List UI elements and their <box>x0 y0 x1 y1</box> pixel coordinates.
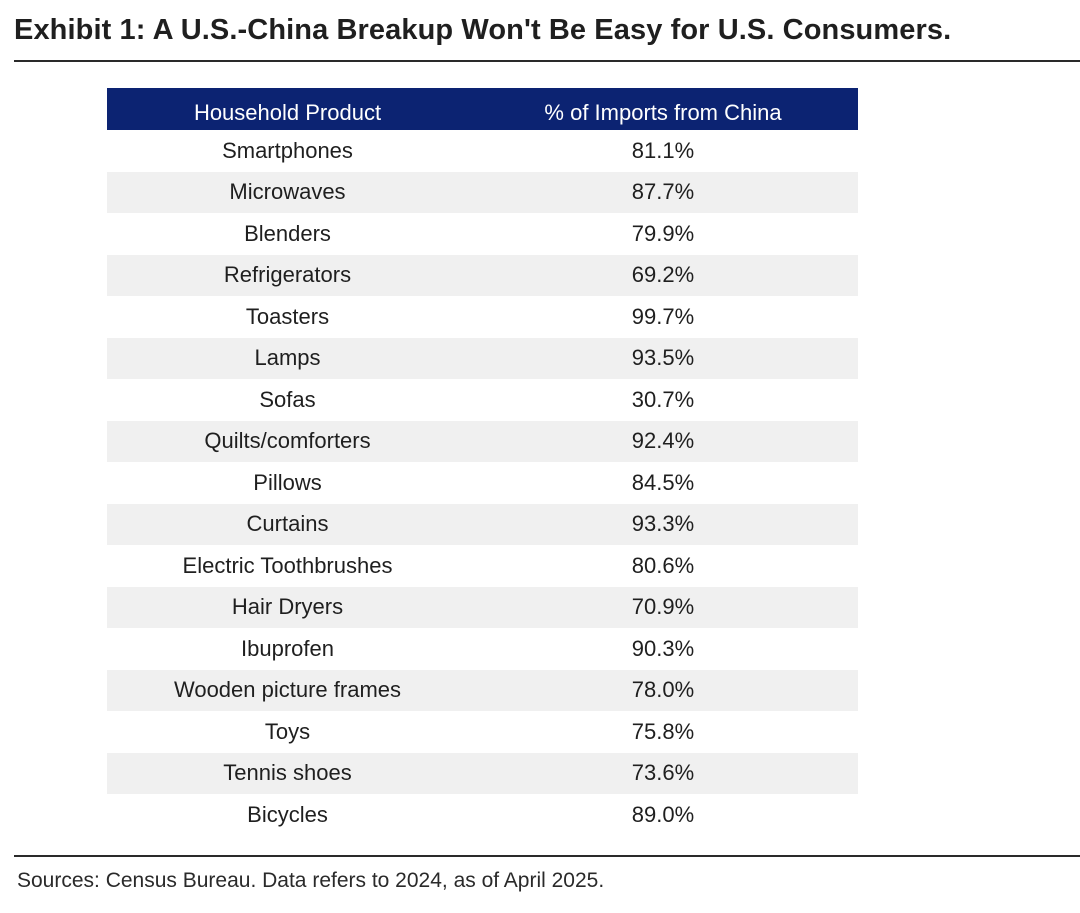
table-row: Bicycles 89.0% <box>107 794 858 836</box>
product-cell: Refrigerators <box>223 262 352 288</box>
product-cell: Blenders <box>244 220 331 246</box>
source-note: Sources: Census Bureau. Data refers to 2… <box>17 869 605 892</box>
table-row: Sofas 30.7% <box>107 379 858 421</box>
table-row: Tennis shoes 73.6% <box>107 752 858 794</box>
exhibit-title: Exhibit 1: A U.S.-China Breakup Won't Be… <box>14 14 952 46</box>
product-cell: Microwaves <box>229 179 346 205</box>
table-body: Smartphones 81.1% Microwaves 87.7% Blenders 7… <box>107 130 858 836</box>
percent-cell: 99.7% <box>631 303 695 329</box>
product-cell: Wooden picture frames <box>173 677 402 703</box>
table-header-row: Household Product % of Imports from Chin… <box>107 88 858 130</box>
product-cell: Curtains <box>246 511 329 537</box>
percent-cell: 30.7% <box>631 386 695 412</box>
product-cell: Ibuprofen <box>241 635 334 661</box>
column-header-percent-imports: % of Imports from China <box>544 100 782 125</box>
percent-cell: 87.7% <box>631 179 695 205</box>
product-cell: Quilts/comforters <box>204 428 371 454</box>
percent-cell: 89.0% <box>631 801 695 827</box>
percent-cell: 93.5% <box>631 345 695 371</box>
column-header-household-product: Household Product <box>193 100 382 125</box>
table-row: Lamps 93.5% <box>107 337 858 379</box>
percent-cell: 93.3% <box>631 511 695 537</box>
percent-cell: 69.2% <box>631 262 695 288</box>
percent-cell: 80.6% <box>631 552 695 578</box>
table-row: Ibuprofen 90.3% <box>107 628 858 670</box>
table-row: Electric Toothbrushes 80.6% <box>107 545 858 587</box>
title-divider <box>14 60 1080 62</box>
table-row: Blenders 79.9% <box>107 213 858 255</box>
product-cell: Toys <box>264 718 311 744</box>
product-cell: Bicycles <box>247 801 328 827</box>
table-row: Hair Dryers 70.9% <box>107 586 858 628</box>
percent-cell: 81.1% <box>631 137 695 163</box>
percent-cell: 79.9% <box>631 220 695 246</box>
table-row: Toys 75.8% <box>107 711 858 753</box>
percent-cell: 73.6% <box>631 760 695 786</box>
table-row: Wooden picture frames 78.0% <box>107 669 858 711</box>
product-cell: Sofas <box>259 386 316 412</box>
percent-cell: 84.5% <box>631 469 695 495</box>
product-cell: Smartphones <box>222 137 353 163</box>
percent-cell: 75.8% <box>631 718 695 744</box>
product-cell: Electric Toothbrushes <box>182 552 393 578</box>
product-cell: Lamps <box>254 345 321 371</box>
percent-cell: 78.0% <box>631 677 695 703</box>
percent-cell: 92.4% <box>631 428 695 454</box>
table-row: Curtains 93.3% <box>107 503 858 545</box>
table-row: Smartphones 81.1% <box>107 130 858 172</box>
product-cell: Tennis shoes <box>223 760 352 786</box>
table-row: Pillows 84.5% <box>107 462 858 504</box>
percent-cell: 90.3% <box>631 635 695 661</box>
product-cell: Pillows <box>253 469 322 495</box>
table-row: Microwaves 87.7% <box>107 171 858 213</box>
percent-cell: 70.9% <box>631 594 695 620</box>
product-cell: Toasters <box>245 303 330 329</box>
table-row: Refrigerators 69.2% <box>107 254 858 296</box>
imports-table: Household Product % of Imports from Chin… <box>107 88 858 836</box>
product-cell: Hair Dryers <box>231 594 344 620</box>
table-row: Quilts/comforters 92.4% <box>107 420 858 462</box>
footer-divider <box>14 855 1080 857</box>
table-row: Toasters 99.7% <box>107 296 858 338</box>
